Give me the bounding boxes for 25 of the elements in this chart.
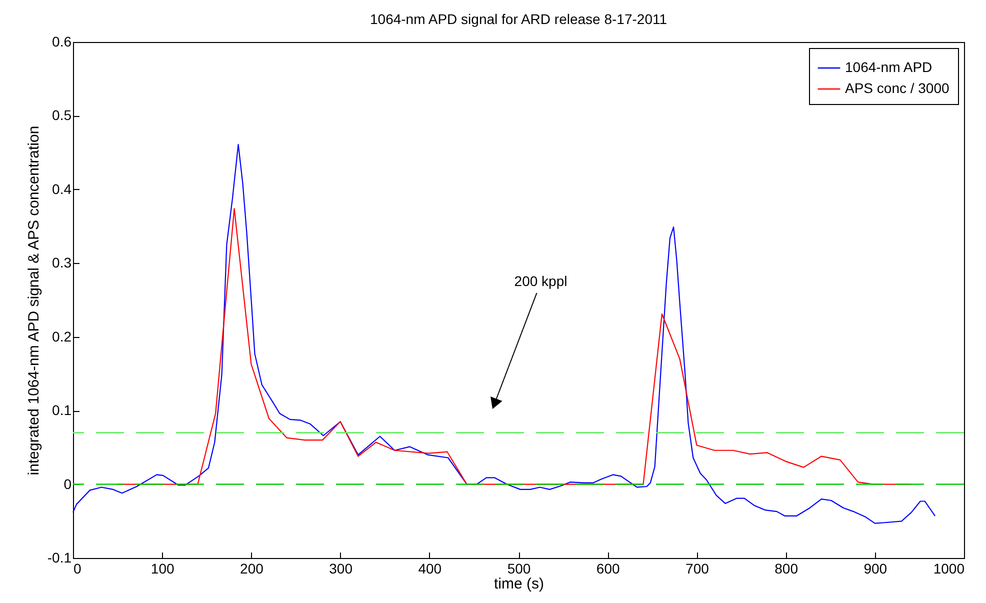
x-tick-label: 800 bbox=[774, 560, 798, 576]
y-tick-label: 0.2 bbox=[52, 328, 72, 344]
x-tick-label: 500 bbox=[507, 560, 531, 576]
y-tick-label: -0.1 bbox=[47, 550, 72, 566]
x-tick-label: 200 bbox=[240, 560, 264, 576]
y-tick-label: 0.5 bbox=[52, 107, 72, 124]
y-axis-title: integrated 1064-nm APD signal & APS concentration bbox=[25, 126, 42, 476]
legend-label: 1064-nm APD bbox=[845, 59, 932, 75]
x-tick-label: 700 bbox=[686, 560, 710, 576]
line-series bbox=[72, 144, 936, 524]
x-tick-label: 600 bbox=[596, 560, 620, 576]
y-tick-label: 0.3 bbox=[52, 254, 72, 271]
y-tick-label: 0.6 bbox=[52, 34, 72, 50]
x-tick-label: 400 bbox=[418, 560, 442, 576]
x-tick-label: 300 bbox=[329, 560, 353, 576]
y-tick-label: 0.1 bbox=[52, 402, 72, 418]
x-tick-label: 900 bbox=[864, 560, 888, 576]
x-axis-title: time (s) bbox=[494, 576, 544, 592]
legend-label: APS conc / 3000 bbox=[845, 80, 950, 96]
y-tick-label: 0 bbox=[64, 476, 72, 492]
chart-title: 1064-nm APD signal for ARD release 8-17-2011 bbox=[370, 11, 668, 27]
x-tick-label: 1000 bbox=[933, 560, 965, 576]
x-tick-label: 100 bbox=[150, 560, 174, 576]
annotation: 200 kppl bbox=[514, 272, 568, 289]
y-tick-label: 0.4 bbox=[52, 180, 72, 197]
